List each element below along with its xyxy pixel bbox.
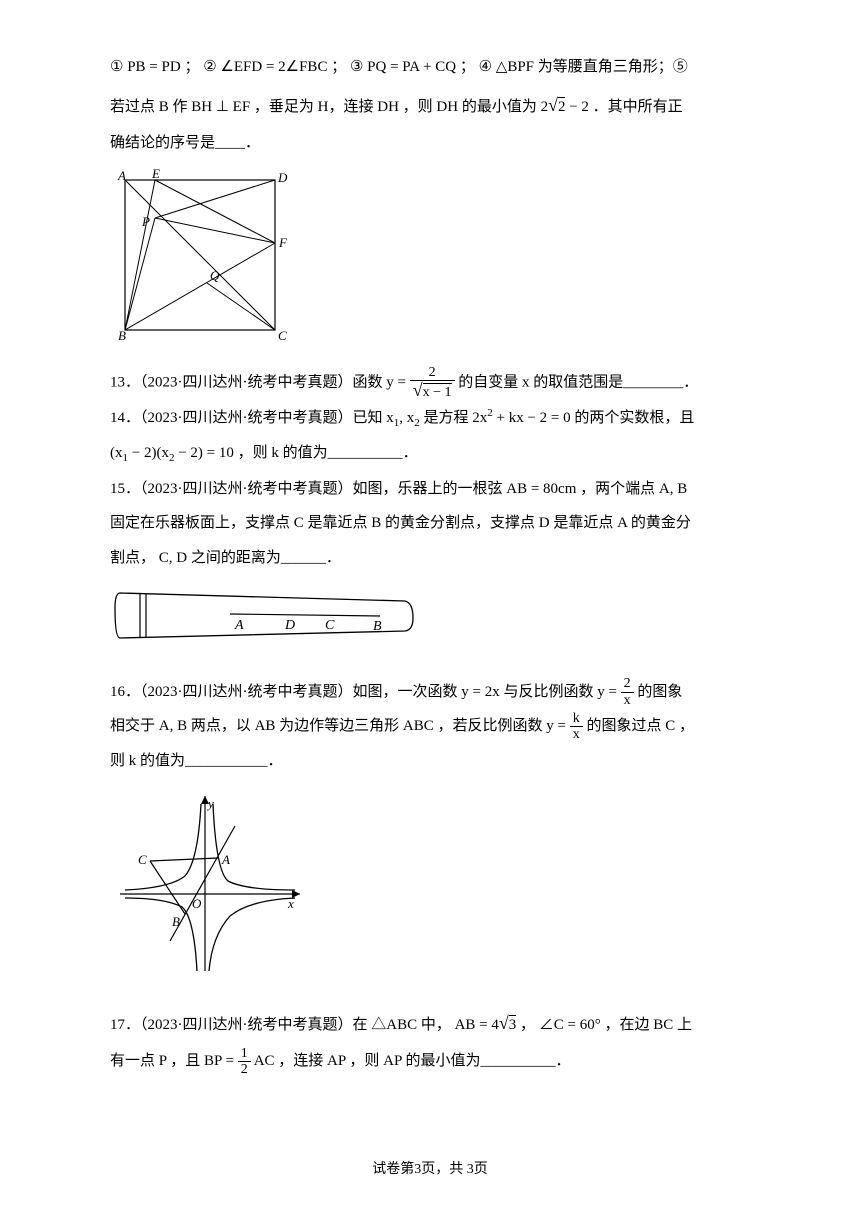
svg-text:C: C <box>138 852 147 867</box>
q15-line2: 固定在乐器板面上，支撑点 C 是靠近点 B 的黄金分割点，支撑点 D 是靠近点 … <box>110 506 750 541</box>
stmt-4: ④ △BPF 为等腰直角三角形；⑤ <box>479 59 688 75</box>
svg-text:C: C <box>278 328 287 343</box>
stmt-2: ② ∠EFD = 2∠FBC <box>203 59 327 75</box>
q16-line2: 相交于 A, B 两点，以 AB 为边作等边三角形 ABC ，若反比例函数 y … <box>110 709 750 744</box>
q15-line3: 割点， C, D 之间的距离为______． <box>110 541 750 576</box>
svg-text:O: O <box>192 896 202 911</box>
stmt-3: ③ PQ = PA + CQ <box>350 59 456 75</box>
q16-line3: 则 k 的值为___________． <box>110 744 750 779</box>
stmt-1: ① PB = PD <box>110 59 181 75</box>
q16-line1: 16．（2023·四川达州·统考中考真题）如图，一次函数 y = 2x 与反比例… <box>110 675 750 710</box>
q14-line2: (x1 − 2)(x2 − 2) = 10 ，则 k 的值为__________… <box>110 436 750 471</box>
svg-text:B: B <box>172 914 180 929</box>
svg-text:E: E <box>151 168 160 181</box>
q17-line2: 有一点 P ，且 BP = 12 AC ，连接 AP ，则 AP 的最小值为__… <box>110 1044 750 1079</box>
hyperbola-figure: y x A B C O <box>110 786 750 995</box>
svg-text:y: y <box>206 796 214 811</box>
q17-line1: 17．（2023·四川达州·统考中考真题）在 △ABC 中， AB = 4√3 … <box>110 1003 750 1044</box>
instrument-figure: A D C B <box>110 583 750 667</box>
square-figure: A E D P F Q B C <box>110 168 750 357</box>
svg-text:x: x <box>287 896 294 911</box>
top-statements: ① PB = PD ； ② ∠EFD = 2∠FBC ； ③ PQ = PA +… <box>110 50 750 85</box>
top-line3: 确结论的序号是____． <box>110 126 750 161</box>
svg-text:F: F <box>278 235 288 250</box>
q14-line1: 14．（2023·四川达州·统考中考真题）已知 x1, x2 是方程 2x2 +… <box>110 401 750 436</box>
svg-text:C: C <box>325 618 335 633</box>
svg-text:P: P <box>141 214 150 229</box>
svg-text:Q: Q <box>210 268 220 283</box>
svg-text:D: D <box>284 618 295 633</box>
q15-line1: 15．（2023·四川达州·统考中考真题）如图，乐器上的一根弦 AB = 80c… <box>110 472 750 507</box>
svg-text:A: A <box>117 168 126 183</box>
svg-text:B: B <box>118 328 126 343</box>
svg-text:A: A <box>221 852 230 867</box>
q13: 13．（2023·四川达州·统考中考真题）函数 y = 2√x − 1 的自变量… <box>110 365 750 401</box>
svg-text:A: A <box>234 618 244 633</box>
svg-text:B: B <box>373 619 382 634</box>
page-footer: 试卷第3页，共 3页 <box>0 1154 860 1186</box>
top-line2: 若过点 B 作 BH ⊥ EF ，垂足为 H，连接 DH ，则 DH 的最小值为… <box>110 85 750 126</box>
svg-text:D: D <box>277 170 288 185</box>
